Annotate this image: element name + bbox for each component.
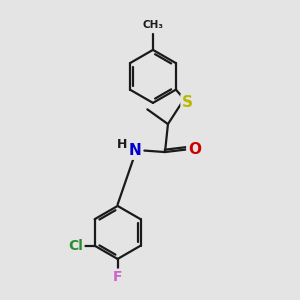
Text: N: N <box>128 143 141 158</box>
Text: H: H <box>116 138 127 151</box>
Text: Cl: Cl <box>68 239 83 253</box>
Text: F: F <box>113 270 122 284</box>
Text: O: O <box>188 142 201 157</box>
Text: S: S <box>182 95 193 110</box>
Text: CH₃: CH₃ <box>143 20 164 30</box>
